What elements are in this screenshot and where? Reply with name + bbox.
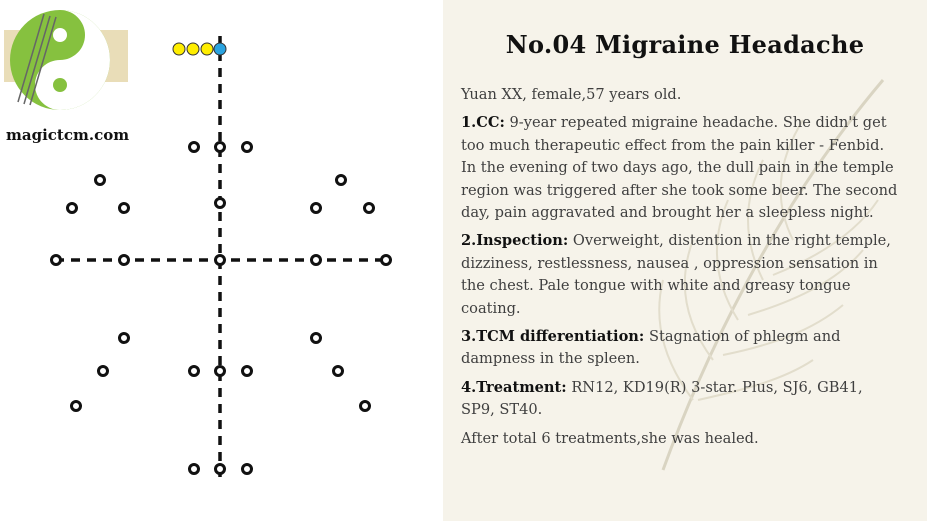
acupoint-marker [70, 400, 82, 412]
marker-blue-dot [213, 42, 227, 56]
marker-yellow-dot [172, 42, 186, 56]
acupoint-marker [214, 254, 226, 266]
section-label: 1.CC: [461, 114, 505, 132]
acupoint-marker [118, 202, 130, 214]
section-label: 2.Inspection: [461, 232, 569, 250]
acupoint-marker [363, 202, 375, 214]
acupoint-marker [66, 202, 78, 214]
acupoint-marker [188, 463, 200, 475]
acupoint-marker [359, 400, 371, 412]
acupoint-marker [118, 254, 130, 266]
acupuncture-point-diagram [50, 36, 392, 482]
acupoint-marker [241, 141, 253, 153]
acupoint-marker [214, 365, 226, 377]
acupoint-marker [50, 254, 62, 266]
acupoint-marker [214, 141, 226, 153]
acupoint-marker [241, 365, 253, 377]
section-text: 9-year repeated migraine headache. She d… [461, 114, 898, 222]
acupoint-marker [188, 365, 200, 377]
acupoint-marker [380, 254, 392, 266]
outcome: After total 6 treatments,she was healed. [461, 429, 759, 447]
section-differentiation: 3.TCM differentiation: Stagnation of phl… [461, 326, 901, 371]
acupoint-marker [332, 365, 344, 377]
acupoint-marker [97, 365, 109, 377]
section-label: 3.TCM differentiation: [461, 328, 645, 346]
case-title: No.04 Migraine Headache [505, 30, 865, 59]
marker-yellow-dot [186, 42, 200, 56]
section-treatment: 4.Treatment: RN12, KD19(R) 3-star. Plus,… [461, 377, 901, 422]
acupoint-marker [118, 332, 130, 344]
patient-info: Yuan XX, female,57 years old. [461, 86, 682, 103]
acupoint-marker [310, 332, 322, 344]
acupoint-marker [241, 463, 253, 475]
section-text: Stagnation of phlegm and dampness in the… [461, 328, 841, 368]
acupoint-marker [94, 174, 106, 186]
section-cc: 1.CC: 9-year repeated migraine headache.… [461, 112, 901, 224]
section-text: Overweight, distention in the right temp… [461, 232, 891, 317]
acupoint-marker [335, 174, 347, 186]
acupoint-marker [214, 197, 226, 209]
feather-watermark-icon [658, 79, 885, 471]
section-inspection: 2.Inspection: Overweight, distention in … [461, 230, 901, 320]
case-panel: No.04 Migraine Headache Yuan XX, female,… [443, 0, 927, 521]
acupoint-marker [310, 254, 322, 266]
case-body: Yuan XX, female,57 years old. 1.CC: 9-ye… [461, 84, 901, 456]
section-label: 4.Treatment: [461, 378, 567, 396]
section-text: RN12, KD19(R) 3-star. Plus, SJ6, GB41, S… [461, 378, 863, 419]
diagram-panel: magictcm.com [0, 0, 443, 521]
yin-yang-logo-icon [4, 10, 128, 110]
marker-yellow-dot [200, 42, 214, 56]
site-name: magictcm.com [6, 126, 130, 144]
acupoint-marker [188, 141, 200, 153]
acupoint-marker [214, 463, 226, 475]
acupoint-marker [310, 202, 322, 214]
